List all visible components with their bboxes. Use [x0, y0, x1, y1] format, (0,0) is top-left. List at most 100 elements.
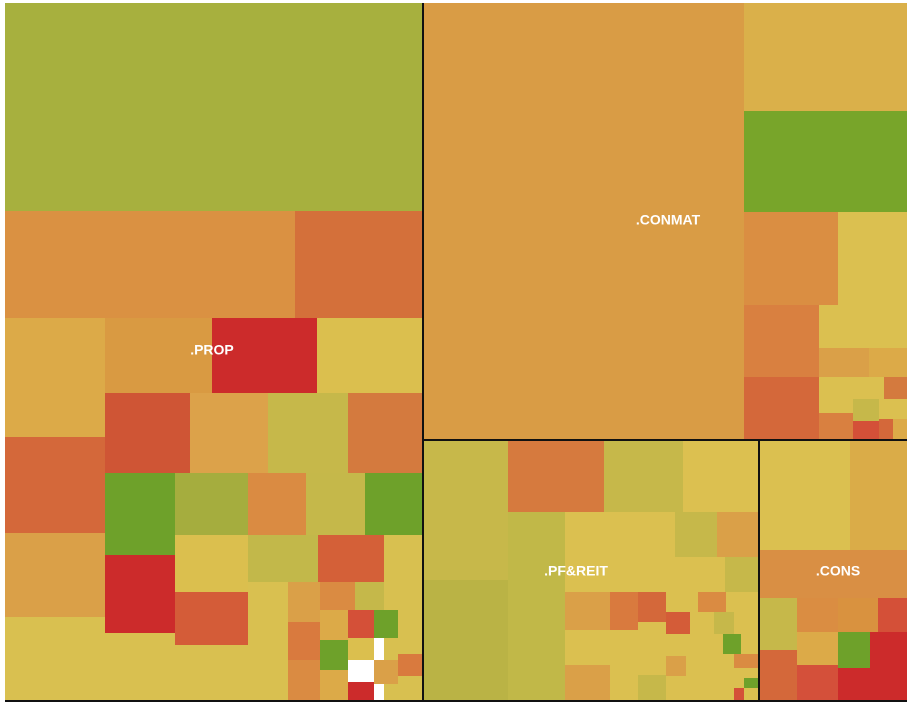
tile[interactable] — [760, 650, 797, 700]
tile[interactable] — [725, 557, 758, 592]
tile[interactable] — [878, 598, 907, 632]
tile[interactable] — [760, 441, 850, 550]
tile[interactable] — [248, 535, 318, 582]
tile[interactable] — [348, 638, 374, 660]
tile[interactable] — [374, 660, 398, 684]
tile[interactable] — [675, 512, 717, 557]
tile[interactable] — [819, 348, 869, 377]
tile[interactable] — [248, 473, 306, 535]
tile[interactable] — [348, 393, 422, 473]
sector-label: .CONS — [816, 563, 860, 579]
tile[interactable] — [565, 665, 610, 700]
tile[interactable] — [508, 512, 565, 700]
tile[interactable] — [717, 512, 758, 557]
tile[interactable] — [638, 675, 666, 700]
tile[interactable] — [317, 318, 422, 393]
tile[interactable] — [508, 441, 604, 512]
sector-label: .PF&REIT — [544, 563, 608, 579]
sector-label: .CONMAT — [636, 212, 701, 228]
tile[interactable] — [666, 612, 690, 634]
tile[interactable] — [105, 318, 212, 393]
tile[interactable] — [5, 318, 105, 437]
tile[interactable] — [318, 535, 384, 582]
tile[interactable] — [666, 656, 686, 676]
tile[interactable] — [744, 377, 819, 439]
tile[interactable] — [683, 441, 758, 512]
tile[interactable] — [5, 533, 105, 617]
tile[interactable] — [850, 441, 907, 550]
tile[interactable] — [306, 473, 365, 535]
tile[interactable] — [175, 535, 248, 592]
tile[interactable] — [884, 377, 907, 399]
tile[interactable] — [734, 654, 758, 668]
tile[interactable] — [838, 212, 907, 305]
tile[interactable] — [212, 318, 317, 393]
pfreit-tiles — [424, 441, 758, 700]
tile[interactable] — [320, 610, 348, 640]
tile[interactable] — [5, 3, 422, 211]
tile[interactable] — [320, 640, 348, 670]
tile[interactable] — [610, 592, 638, 630]
tile[interactable] — [348, 610, 374, 638]
tile[interactable] — [295, 211, 422, 318]
tile[interactable] — [838, 632, 870, 668]
tile[interactable] — [734, 688, 744, 700]
tile[interactable] — [744, 3, 907, 111]
tile[interactable] — [869, 348, 907, 377]
tile[interactable] — [288, 622, 320, 660]
tile[interactable] — [424, 441, 508, 580]
tile[interactable] — [175, 592, 248, 645]
tile[interactable] — [348, 682, 374, 700]
tile[interactable] — [853, 421, 879, 439]
tile[interactable] — [288, 660, 320, 700]
tile[interactable] — [320, 582, 355, 610]
tile[interactable] — [424, 3, 744, 439]
tile[interactable] — [838, 668, 870, 700]
tile[interactable] — [5, 211, 295, 318]
tile[interactable] — [879, 399, 907, 419]
tile[interactable] — [744, 212, 838, 305]
tile[interactable] — [374, 610, 398, 638]
tile[interactable] — [248, 582, 288, 645]
tile[interactable] — [424, 580, 508, 700]
tile[interactable] — [744, 678, 758, 688]
tile[interactable] — [5, 617, 105, 700]
tile[interactable] — [355, 582, 384, 610]
tile[interactable] — [190, 393, 268, 473]
tile[interactable] — [760, 598, 797, 650]
tile[interactable] — [797, 665, 838, 700]
tile[interactable] — [105, 633, 175, 700]
tile[interactable] — [723, 634, 741, 654]
tile[interactable] — [714, 612, 734, 634]
tile[interactable] — [175, 645, 288, 700]
tile[interactable] — [565, 592, 610, 630]
tile[interactable] — [288, 582, 320, 622]
tile[interactable] — [105, 555, 175, 633]
tile[interactable] — [320, 670, 348, 700]
tile[interactable] — [853, 399, 879, 421]
tile[interactable] — [268, 393, 348, 473]
tile[interactable] — [175, 473, 248, 535]
tile[interactable] — [638, 592, 666, 622]
tile[interactable] — [838, 598, 878, 632]
tile[interactable] — [797, 598, 838, 632]
tile[interactable] — [893, 419, 907, 439]
tile[interactable] — [819, 305, 907, 348]
tile[interactable] — [744, 305, 819, 377]
sector-label: .PROP — [190, 342, 234, 358]
tile[interactable] — [5, 437, 105, 533]
tile[interactable] — [105, 473, 175, 555]
tile[interactable] — [744, 111, 907, 212]
tile[interactable] — [105, 393, 190, 473]
tile[interactable] — [870, 632, 907, 700]
tile[interactable] — [879, 419, 893, 439]
tile[interactable] — [760, 550, 907, 598]
tile[interactable] — [698, 592, 726, 612]
dividers — [5, 3, 907, 702]
tile[interactable] — [819, 413, 853, 439]
tile[interactable] — [365, 473, 422, 535]
tile[interactable] — [797, 632, 838, 665]
tile[interactable] — [398, 654, 422, 676]
tile[interactable] — [604, 441, 683, 512]
